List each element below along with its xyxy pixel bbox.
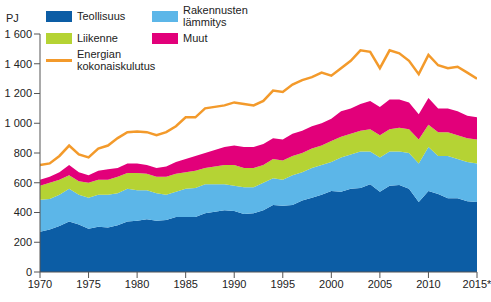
svg-text:200: 200 [14, 236, 32, 248]
svg-text:400: 400 [14, 206, 32, 218]
html-text:Energian kokonaiskulutus: Energian kokonaiskulutus [77, 48, 156, 72]
html-text:Liikenne: Liikenne [77, 32, 118, 44]
svg-text:2010: 2010 [416, 278, 440, 290]
svg-text:0: 0 [26, 266, 32, 278]
svg-text:1980: 1980 [125, 278, 149, 290]
html-text:Rakennusten lämmitys: Rakennusten lämmitys [183, 4, 248, 28]
svg-text:1970: 1970 [28, 278, 52, 290]
svg-text:1 000: 1 000 [8, 117, 32, 129]
svg-text:2015*: 2015* [463, 278, 483, 290]
svg-text:1990: 1990 [222, 278, 246, 290]
html-text:Muut: Muut [183, 32, 208, 44]
svg-text:1 400: 1 400 [8, 58, 32, 70]
svg-text:600: 600 [14, 177, 32, 189]
svg-text:1 200: 1 200 [8, 87, 32, 99]
svg-text:1985: 1985 [173, 278, 197, 290]
svg-text:2005: 2005 [368, 278, 392, 290]
html-text:PJ: PJ [6, 12, 19, 24]
svg-text:2000: 2000 [319, 278, 343, 290]
html-text:Teollisuus: Teollisuus [77, 10, 126, 22]
svg-text:1975: 1975 [76, 278, 100, 290]
svg-text:1 600: 1 600 [8, 28, 32, 40]
svg-text:1995: 1995 [271, 278, 295, 290]
svg-text:800: 800 [14, 147, 32, 159]
